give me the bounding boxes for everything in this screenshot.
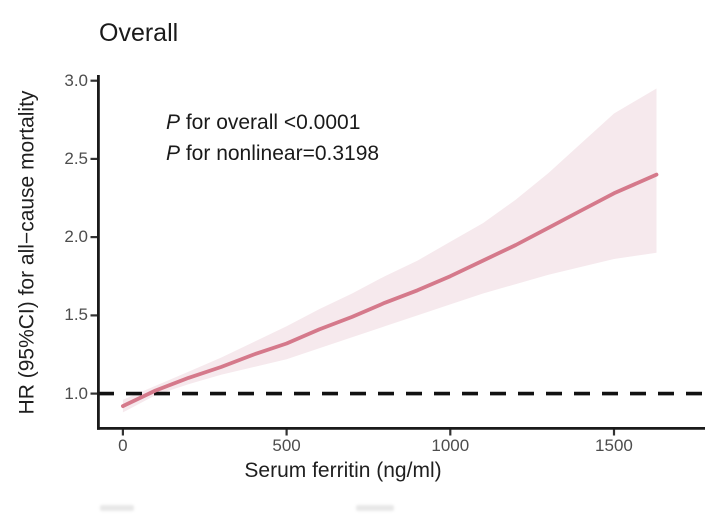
y-tick-label: 1.5 — [64, 305, 88, 325]
p-nonlinear-line: P for nonlinear=0.3198 — [166, 138, 379, 169]
y-tick-label: 2.5 — [64, 148, 88, 168]
y-tick-label: 1.0 — [64, 383, 88, 403]
p-symbol: P — [166, 142, 181, 165]
cropped-text-remnant — [356, 505, 394, 511]
x-tick-label: 1000 — [431, 436, 470, 455]
x-tick-label: 0 — [118, 436, 128, 455]
hr-spline-curve — [121, 172, 659, 408]
cropped-text-remnant — [100, 505, 134, 511]
y-tick-label: 2.0 — [64, 227, 88, 247]
p-symbol: P — [166, 111, 181, 134]
panel-title: Overall — [99, 19, 179, 47]
p-value-annotation: P for overall <0.0001 P for nonlinear=0.… — [166, 107, 379, 169]
confidence-band — [122, 88, 657, 413]
x-tick-label: 500 — [272, 436, 301, 455]
x-tick-label: 1500 — [595, 436, 633, 455]
p-overall-line: P for overall <0.0001 — [166, 107, 379, 138]
x-axis-title: Serum ferritin (ng/ml) — [244, 459, 442, 482]
y-tick-label: 3.0 — [64, 70, 88, 90]
p-overall-text: for overall <0.0001 — [180, 111, 361, 134]
p-nonlinear-text: for nonlinear=0.3198 — [180, 142, 380, 165]
